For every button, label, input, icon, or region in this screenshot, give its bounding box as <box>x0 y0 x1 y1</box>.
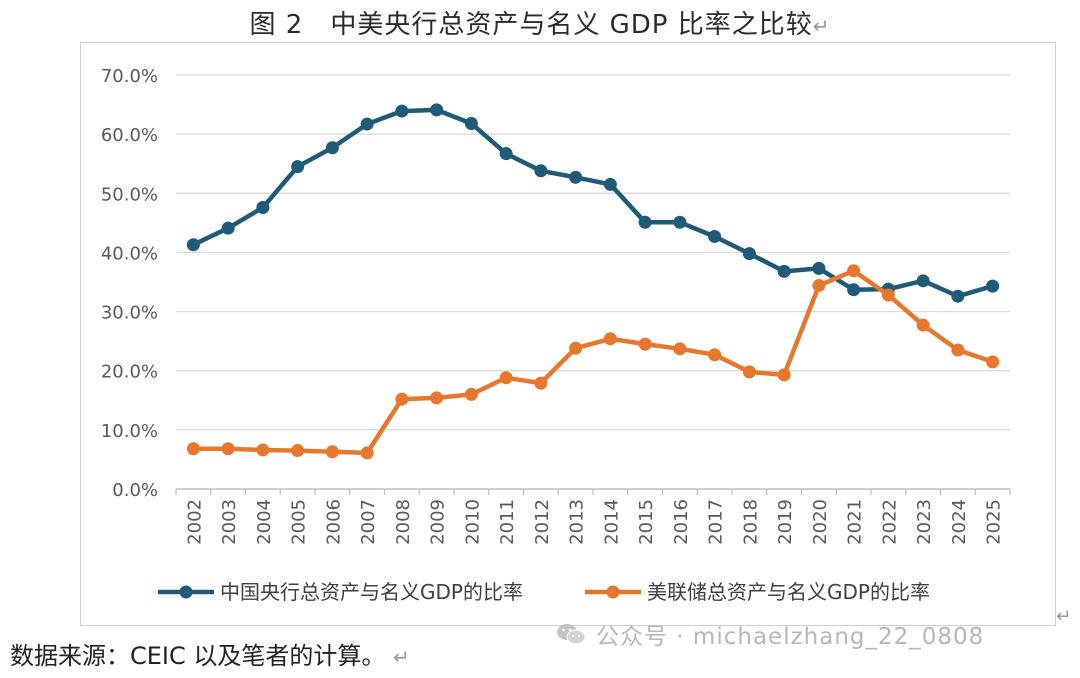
data-point <box>325 141 339 155</box>
wechat-icon <box>557 624 586 645</box>
x-tick-label: 2024 <box>949 499 970 545</box>
data-point <box>499 371 513 385</box>
x-tick-label: 2016 <box>671 499 692 545</box>
data-point <box>186 442 200 456</box>
legend-label: 美联储总资产与名义GDP的比率 <box>647 580 930 604</box>
y-tick-label: 20.0% <box>101 362 158 383</box>
data-point <box>534 164 548 178</box>
x-tick-label: 2020 <box>810 499 831 545</box>
source-return-mark-icon: ↵ <box>393 645 410 669</box>
x-tick-label: 2012 <box>532 499 553 545</box>
series-line <box>192 107 994 299</box>
y-tick-label: 0.0% <box>112 480 158 501</box>
x-tick-label: 2005 <box>289 499 310 545</box>
data-point <box>673 215 687 229</box>
x-tick-label: 2004 <box>254 499 275 545</box>
data-point <box>395 392 409 406</box>
data-point <box>777 368 791 382</box>
x-tick-label: 2010 <box>462 499 483 545</box>
data-point <box>360 446 374 460</box>
x-tick-label: 2008 <box>393 499 414 545</box>
data-point <box>603 177 617 191</box>
data-point <box>986 279 1000 293</box>
data-point <box>464 116 478 130</box>
data-point <box>812 261 826 275</box>
data-point <box>742 365 756 379</box>
data-point <box>708 348 722 362</box>
x-tick-label: 2021 <box>845 499 866 545</box>
data-point <box>881 288 895 302</box>
data-point <box>499 147 513 161</box>
data-point <box>603 332 617 346</box>
page-title: 图 2 中美央行总资产与名义 GDP 比率之比较↵ <box>249 10 831 40</box>
y-tick-label: 40.0% <box>101 243 158 264</box>
data-point <box>916 274 930 288</box>
data-point <box>951 289 965 303</box>
legend-label: 中国央行总资产与名义GDP的比率 <box>220 580 523 604</box>
data-point <box>430 103 444 117</box>
series-line <box>193 268 994 456</box>
data-point <box>464 387 478 401</box>
y-tick-label: 60.0% <box>101 125 158 146</box>
x-tick-label: 2023 <box>914 499 935 545</box>
data-point <box>430 391 444 405</box>
x-tick-label: 2013 <box>567 499 588 545</box>
legend-swatch-marker <box>606 585 620 599</box>
data-point <box>569 170 583 184</box>
data-point <box>847 283 861 297</box>
data-point <box>847 264 861 278</box>
x-tick-label: 2006 <box>323 499 344 545</box>
watermark-text: 公众号 · michaelzhang_22_0808 <box>596 624 985 650</box>
x-tick-label: 2015 <box>636 499 657 545</box>
return-mark-icon: ↵ <box>812 14 831 38</box>
data-point <box>534 376 548 390</box>
watermark: 公众号 · michaelzhang_22_0808 <box>556 617 984 651</box>
data-point <box>395 104 409 118</box>
x-tick-label: 2011 <box>497 499 518 545</box>
x-tick-label: 2022 <box>879 499 900 545</box>
data-point <box>256 443 270 457</box>
data-point <box>986 355 1000 369</box>
data-point <box>256 200 270 214</box>
y-tick-label: 50.0% <box>101 184 158 205</box>
y-tick-label: 10.0% <box>101 421 158 442</box>
data-point <box>742 247 756 261</box>
x-tick-label: 2025 <box>984 499 1005 545</box>
source-note: 数据来源：CEIC 以及笔者的计算。 ↵ <box>10 642 410 670</box>
y-tick-label: 70.0% <box>101 66 158 87</box>
data-point <box>777 264 791 278</box>
data-point <box>638 215 652 229</box>
data-point <box>812 279 826 293</box>
x-tick-label: 2019 <box>775 499 796 545</box>
data-point <box>916 318 930 332</box>
data-point <box>360 117 374 131</box>
data-point <box>291 444 305 458</box>
data-point <box>708 229 722 243</box>
data-point <box>325 445 339 459</box>
data-point <box>951 343 965 357</box>
x-tick-label: 2003 <box>219 499 240 545</box>
data-point <box>291 160 305 174</box>
x-tick-label: 2009 <box>428 499 449 545</box>
data-point <box>638 337 652 351</box>
data-point <box>673 342 687 356</box>
x-tick-label: 2017 <box>706 499 727 545</box>
legend-swatch-marker <box>179 585 193 599</box>
y-tick-label: 30.0% <box>101 303 158 324</box>
data-point <box>186 238 200 252</box>
x-tick-label: 2014 <box>601 499 622 545</box>
x-tick-label: 2002 <box>184 499 205 545</box>
frame-return-mark-icon: ↵ <box>1056 606 1072 627</box>
x-tick-label: 2018 <box>740 499 761 545</box>
data-point <box>221 221 235 235</box>
data-point <box>569 341 583 355</box>
data-point <box>221 442 235 456</box>
x-tick-label: 2007 <box>358 499 379 545</box>
